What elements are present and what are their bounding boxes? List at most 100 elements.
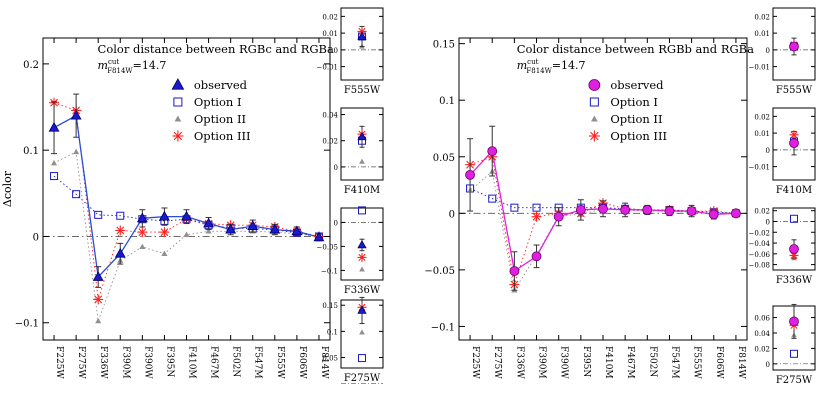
- inset-y-tick-label: 0.1: [327, 328, 338, 336]
- inset-label: F275W: [776, 375, 813, 386]
- legend-option1-marker: [173, 97, 183, 107]
- inset-y-tick-label: 0.01: [322, 30, 338, 38]
- inset-option1-point: [790, 214, 798, 223]
- observed-point: [509, 266, 520, 276]
- inset-y-tick-label: 0.15: [322, 302, 338, 310]
- inset-option1-point: [790, 349, 798, 358]
- x-tick-label: F467M: [625, 346, 635, 379]
- x-tick-label: F606W: [714, 346, 724, 379]
- observed-point: [70, 109, 82, 120]
- legend-option3-marker-stroke: [173, 131, 183, 141]
- inset-right-F275W: 0.06 0.04 0.02 0 F275W: [754, 303, 816, 386]
- legend-label: Option II: [194, 112, 246, 126]
- inset-option3-point-stroke: [358, 253, 366, 262]
- inset-y-tick-label: −0.1: [321, 267, 338, 275]
- observed-point: [664, 206, 675, 216]
- inset-y-tick-label: 0.02: [754, 13, 770, 21]
- observed-point: [731, 208, 741, 219]
- inset-y-tick-label: 0.01: [754, 30, 770, 38]
- y-axis-label: Δcolor: [1, 170, 14, 207]
- x-tick-label: F547M: [253, 346, 263, 379]
- x-tick-label: F395N: [581, 346, 591, 377]
- legend-label: Option III: [194, 129, 251, 143]
- legend-option2-marker: [174, 115, 182, 122]
- inset-label: F410M: [776, 185, 812, 196]
- inset-y-tick-label: −0.01: [749, 164, 770, 172]
- main-panel-right: 0.15 0.1 0.05 0 −0.05 −0.1 F225W F275W F336W F390…: [424, 37, 754, 379]
- inset-left-F275W: 0.15 0.1 0.05 F275W: [322, 296, 384, 385]
- option2-point: [205, 228, 212, 234]
- inset-y-tick-label: 0.02: [322, 13, 338, 21]
- x-tick-label: F336W: [514, 346, 524, 379]
- inset-option2-point: [359, 266, 365, 272]
- plot-frame: [458, 37, 748, 341]
- inset-label: F336W: [776, 275, 813, 286]
- x-tick-label: F555W: [692, 346, 702, 379]
- inset-right-F336W: 0.02 0 −0.02 −0.04 −0.06 −0.08 F336W: [749, 207, 816, 286]
- inset-left-F336W: 0 −0.05 −0.1 F336W: [317, 206, 384, 296]
- inset-y-tick-label: 0.05: [322, 355, 338, 363]
- y-tick-label: 0.1: [439, 96, 455, 107]
- x-tick-label: F275W: [76, 346, 86, 379]
- inset-frame: [772, 7, 816, 81]
- inset-y-tick-label: −0.04: [749, 240, 771, 248]
- legend-label: observed: [194, 78, 248, 92]
- x-tick-label: F502N: [231, 346, 241, 377]
- inset-y-tick-label: −0.05: [317, 243, 338, 251]
- x-tick-label: F390W: [559, 346, 569, 379]
- inset-y-tick-label: −0.02: [749, 229, 770, 237]
- inset-left-F410M: 0.04 0.02 0 F410M: [322, 107, 384, 196]
- option3-point: [93, 294, 104, 305]
- inset-observed-point: [789, 244, 799, 254]
- observed-point: [620, 205, 631, 215]
- inset-label: F336W: [344, 285, 381, 296]
- legend-option1-marker: [589, 97, 599, 107]
- x-tick-label: F814W: [736, 346, 746, 379]
- observed-point: [203, 217, 215, 228]
- observed-point: [686, 206, 697, 216]
- inset-y-tick-label: 0: [766, 361, 770, 369]
- legend-option3-marker: [588, 130, 600, 142]
- x-tick-label: F395N: [164, 346, 174, 377]
- inset-y-tick-label: 0: [334, 164, 338, 172]
- cut-magnitude-label: mcut F814W=14.7: [98, 58, 167, 75]
- option2-point: [73, 148, 80, 155]
- x-tick-label: F467M: [209, 346, 219, 379]
- x-tick-label: F275W: [492, 346, 502, 379]
- y-tick-label: −0.1: [15, 319, 39, 330]
- inset-y-tick-label: 0.02: [754, 345, 770, 353]
- inset-label: F555W: [776, 85, 813, 96]
- observed-point: [642, 205, 653, 215]
- inset-left-F555W: 0.02 0.01 0 −0.01 F555W: [317, 7, 384, 96]
- observed-point: [225, 223, 237, 234]
- observed-point: [158, 210, 170, 221]
- inset-label: F275W: [344, 373, 381, 384]
- legend-label: Option I: [610, 95, 658, 109]
- inset-y-tick-label: −0.08: [749, 262, 770, 270]
- x-tick-label: F390M: [120, 346, 130, 379]
- x-tick-label: F555W: [275, 346, 285, 379]
- y-tick-label: 0: [33, 232, 39, 243]
- observed-point: [291, 225, 303, 236]
- option1-point: [72, 190, 81, 199]
- x-tick-label: F390W: [142, 346, 152, 379]
- observed-point: [553, 211, 564, 222]
- option1-point: [116, 211, 125, 220]
- x-tick-label: F410M: [187, 346, 197, 379]
- x-tick-label: F225W: [470, 346, 480, 379]
- x-tick-label: F336W: [98, 346, 108, 379]
- observed-point: [181, 210, 192, 221]
- legend-option2-marker: [591, 115, 598, 122]
- main-panel-left: 0.2 0.1 0 −0.1 F225W F275W F336W F390M F390W F395…: [1, 37, 334, 379]
- option1-point: [510, 203, 519, 212]
- legend-label: Option II: [610, 112, 662, 126]
- inset-y-tick-label: 0: [334, 219, 338, 227]
- option2-point: [139, 243, 146, 250]
- inset-frame: [340, 7, 384, 81]
- inset-frame: [340, 207, 384, 281]
- option3-point-stroke: [532, 212, 541, 221]
- observed-line: [53, 114, 320, 279]
- x-tick-label: F225W: [54, 346, 64, 379]
- legend-observed-marker: [171, 78, 185, 90]
